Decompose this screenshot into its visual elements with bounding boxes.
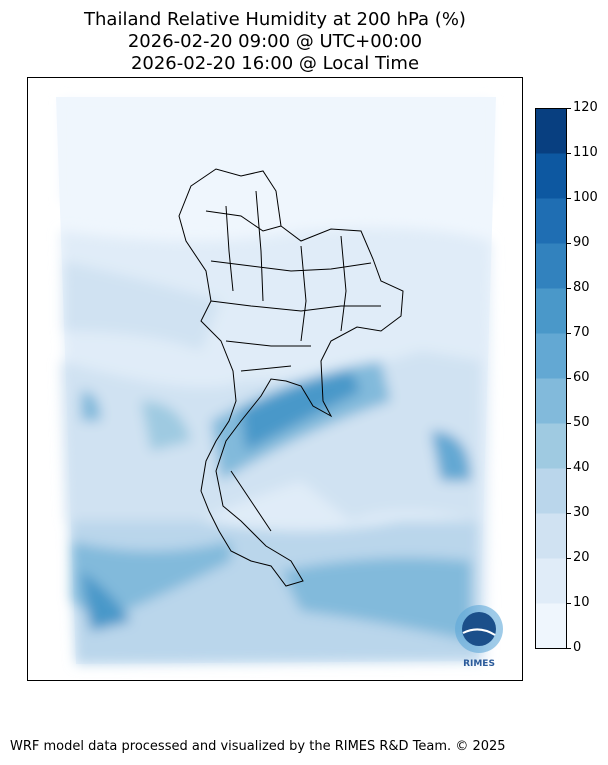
colorbar-tick-label: 90	[573, 235, 590, 250]
title-line-2: 2026-02-20 09:00 @ UTC+00:00	[127, 31, 423, 52]
colorbar-tick-label: 40	[573, 460, 590, 475]
colorbar-tick-label: 80	[573, 280, 590, 295]
colorbar-tick-mark	[567, 513, 571, 514]
colorbar-tick-mark	[567, 288, 571, 289]
colorbar-tick-label: 70	[573, 325, 590, 340]
colorbar-tick-label: 20	[573, 550, 590, 565]
colorbar-band	[535, 198, 567, 244]
colorbar-frame	[535, 108, 567, 649]
colorbar-tick-mark	[567, 333, 571, 334]
colorbar-band	[535, 468, 567, 514]
colorbar-tick-label: 100	[573, 190, 598, 205]
map-svg: RIMES	[56, 97, 503, 669]
colorbar-band	[535, 288, 567, 334]
colorbar-tick-label: 60	[573, 370, 590, 385]
colorbar-tick-label: 120	[573, 100, 598, 115]
footer-credit: WRF model data processed and visualized …	[10, 739, 506, 754]
colorbar-tick-mark	[567, 198, 571, 199]
humidity-map: RIMES	[27, 77, 523, 681]
colorbar-band	[535, 333, 567, 379]
colorbar-tick-label: 50	[573, 415, 590, 430]
colorbar-tick-label: 10	[573, 595, 590, 610]
colorbar-band	[535, 558, 567, 604]
colorbar-tick-mark	[567, 378, 571, 379]
colorbar-tick-mark	[567, 648, 571, 649]
colorbar-tick-label: 30	[573, 505, 590, 520]
colorbar-tick-label: 0	[573, 640, 582, 655]
colorbar-tick-label: 110	[573, 145, 598, 160]
colorbar-band	[535, 603, 567, 649]
colorbar-tick-mark	[567, 558, 571, 559]
thailand-province-borders	[178, 168, 404, 587]
colorbar-band	[535, 423, 567, 469]
colorbar-tick-mark	[567, 468, 571, 469]
colorbar-tick-mark	[567, 603, 571, 604]
title-line-1: Thailand Relative Humidity at 200 hPa (%…	[84, 9, 466, 30]
colorbar-band	[535, 513, 567, 559]
rimes-logo-text: RIMES	[463, 659, 495, 669]
colorbar-tick-mark	[567, 153, 571, 154]
colorbar-band	[535, 378, 567, 424]
colorbar-band	[535, 108, 567, 154]
colorbar-tick-mark	[567, 108, 571, 109]
colorbar	[535, 108, 567, 649]
humidity-contours	[61, 101, 491, 664]
colorbar-tick-mark	[567, 423, 571, 424]
colorbar-tick-mark	[567, 243, 571, 244]
colorbar-band	[535, 153, 567, 199]
colorbar-band	[535, 243, 567, 289]
rimes-logo: RIMES	[455, 605, 503, 669]
title-line-3: 2026-02-20 16:00 @ Local Time	[130, 53, 420, 74]
